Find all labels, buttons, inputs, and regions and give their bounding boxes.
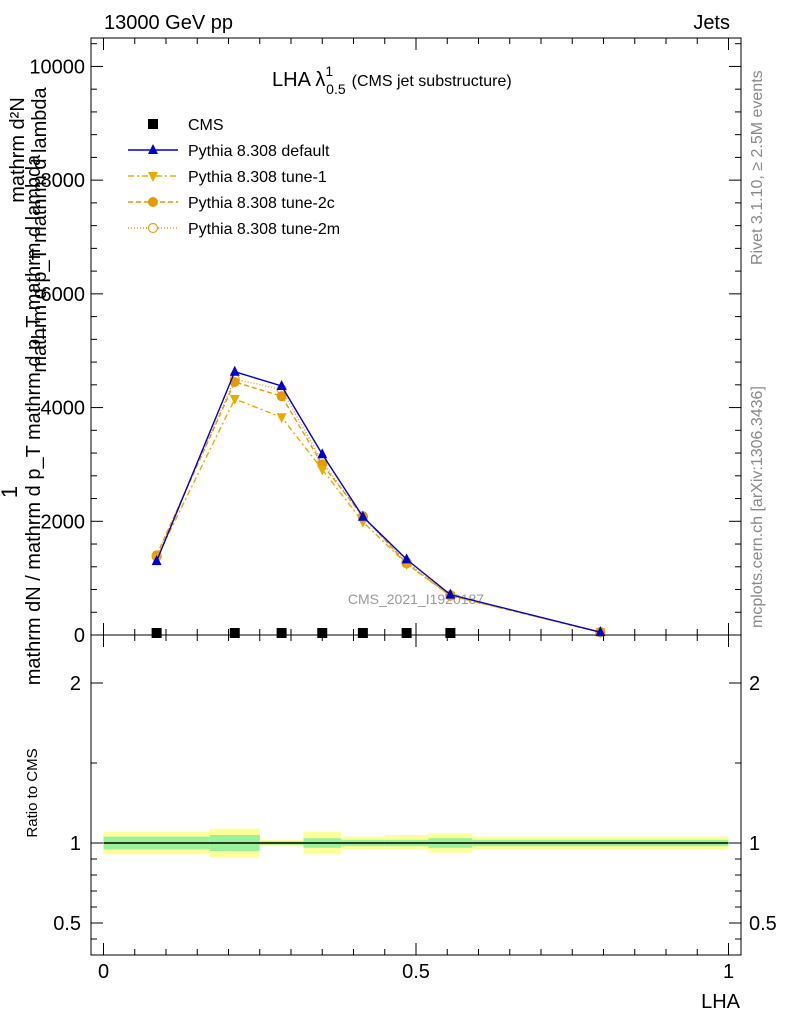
title-sub: 0.5 [326,81,346,97]
ratio-y-tick-label: 2 [70,673,81,695]
series-line [155,398,601,633]
series-point [229,395,240,406]
ratio-y-tick-label-right: 0.5 [749,913,777,935]
ratio-y-tick-label: 0.5 [53,913,81,935]
ratio-y-tick-label-right: 1 [749,833,760,855]
cms-data-point [151,628,162,638]
cms-data-point [317,628,328,638]
legend: CMS Pythia 8.308 default Pythia 8.308 tune… [128,117,340,238]
y-tick-label: 6000 [41,284,86,306]
ratio-y-tick-label-right: 2 [749,673,760,695]
title-sup: 1 [325,63,333,79]
legend-marker [148,197,158,207]
y-tick-label: 2000 [41,511,86,533]
series-point [401,553,412,564]
y-tick-label: 4000 [41,398,86,420]
title-main: LHA λ [272,69,325,91]
ratio-y-tick-label: 1 [70,833,81,855]
legend-label: CMS [188,117,224,134]
ratio-plot-frame [90,634,742,956]
axes: 0 2000 4000 6000 8000 10000 0 0.5 1 0.5 0.5 1 1 2 2 [29,38,777,983]
y-tick-label: 10000 [29,56,85,78]
legend-marker [148,172,158,182]
y-label-numerator: mathrm d²N [7,97,29,203]
y-label-line: mathrm dN / mathrm d p_T mathrm d p_T ma… [23,154,45,685]
series-point [445,588,456,599]
x-tick-label: 0.5 [402,961,430,983]
header-left: 13000 GeV pp [104,12,233,34]
x-tick-label: 0 [98,961,109,983]
legend-marker [148,119,158,129]
series-point [151,555,162,566]
series-point [317,465,328,476]
series-point [317,448,328,459]
rivet-label: Rivet 3.1.10, ≥ 2.5M events [749,70,766,265]
cms-data-point [229,628,240,638]
legend-label: Pythia 8.308 tune-1 [188,169,327,186]
y-tick-label: 8000 [41,170,86,192]
series-point [276,391,287,402]
series-point [357,510,368,521]
legend-label: Pythia 8.308 tune-2c [188,195,335,212]
title-rest: (CMS jet substructure) [352,73,512,90]
cms-data-point [357,628,368,638]
y-axis-label: 1 mathrm d²N mathrm d p_T mathrm d lambd… [0,86,51,685]
series-lines [151,365,606,639]
legend-marker [147,222,159,234]
ratio-bands [103,828,729,858]
legend-marker [148,144,158,154]
y-label-one: 1 [0,486,22,498]
x-tick-label: 1 [723,961,734,983]
legend-label: Pythia 8.308 default [188,143,330,160]
cms-data-point [445,628,456,638]
plot-title: LHA λ1 0.5 (CMS jet substructure) [272,63,512,97]
series-point [276,413,287,424]
y-label-denominator: mathrm d p_T mathrm d lambda [29,86,51,372]
series-line [155,370,601,633]
y-tick-label: 0 [74,625,85,647]
header-right: Jets [693,12,730,34]
series-point [229,365,240,376]
cms-markers [151,628,456,638]
x-axis-label: LHA [701,991,741,1013]
cms-data-point [401,628,412,638]
legend-label: Pythia 8.308 tune-2m [188,221,340,238]
series-point [276,379,287,390]
mcplots-label: mcplots.cern.ch [arXiv:1306.3436] [749,386,766,628]
series-point [595,626,606,637]
cms-data-point [276,628,287,638]
ratio-y-label: Ratio to CMS [24,748,41,837]
